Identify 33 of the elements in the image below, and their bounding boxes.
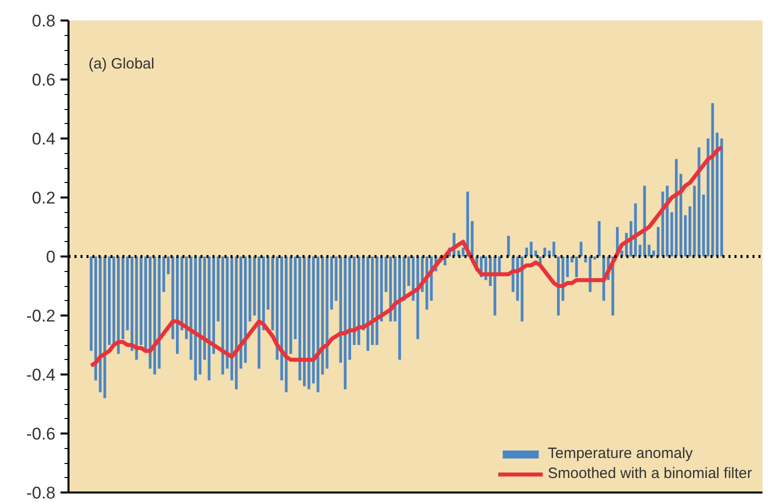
bar [720, 138, 724, 256]
bar [652, 250, 655, 256]
bar [216, 256, 220, 322]
bar [407, 256, 410, 286]
bar [462, 248, 464, 256]
bar [108, 256, 111, 345]
bar [294, 256, 297, 340]
y-tick-label: -0.8 [26, 484, 56, 502]
y-tick-label: 0.8 [32, 12, 56, 30]
annotation: (a) Global [88, 56, 154, 72]
bar [289, 256, 292, 354]
y-tick-label: -0.4 [26, 366, 56, 384]
bar [166, 256, 170, 274]
bar [162, 256, 166, 292]
y-tick-label: 0.6 [32, 70, 56, 90]
bar [598, 221, 601, 256]
y-tick-label: -0.6 [26, 424, 56, 444]
y-tick-label: -0.2 [26, 306, 56, 326]
y-tick-label: 0.2 [32, 188, 56, 208]
bar [271, 256, 274, 330]
legend-label: Temperature anomaly [548, 445, 693, 462]
bar [580, 242, 582, 256]
bar [670, 212, 674, 256]
bar [334, 256, 338, 301]
bar [90, 256, 93, 351]
y-tick-label: 0 [46, 248, 56, 266]
legend-label: Smoothed with a binomial filter [548, 465, 752, 482]
bar [684, 215, 687, 256]
line-series [89, 145, 724, 368]
y-tick-label: 0.4 [32, 130, 56, 148]
bar [112, 256, 116, 345]
bar [507, 236, 510, 256]
bar [593, 256, 596, 260]
